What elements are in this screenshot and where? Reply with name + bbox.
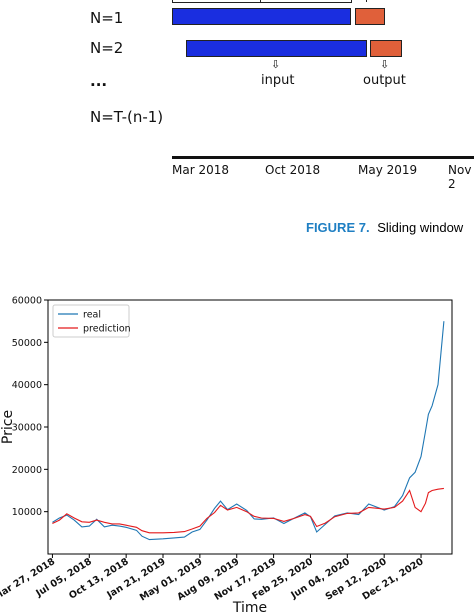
row1-output-bar [355, 8, 385, 25]
y-tick-label: 60000 [12, 296, 42, 307]
timeline-tick-2: May 2019 [358, 163, 418, 177]
timeline-tick-3: Nov 2 [448, 163, 472, 191]
x-axis-label: Time [232, 600, 267, 614]
x-tick-label: May 01, 2019 [138, 556, 205, 603]
row-label-n1: N=1 [90, 9, 124, 27]
output-label: output [363, 73, 406, 88]
top-bracket [172, 0, 352, 3]
figure-caption: FIGURE 7. Sliding window [306, 220, 463, 235]
y-tick-label: 20000 [12, 465, 42, 476]
figure-caption-text: Sliding window [377, 220, 464, 235]
timeline-axis [172, 156, 474, 159]
y-tick-label: 30000 [12, 423, 42, 434]
row-label-n2: N=2 [90, 39, 124, 57]
x-tick-label: Nov 17, 2019 [213, 556, 279, 603]
legend-box [52, 304, 130, 338]
y-tick-label: 40000 [12, 380, 42, 391]
legend-label-real: real [83, 310, 101, 321]
output-arrow-icon: ⇩ [380, 58, 390, 71]
figure-number: FIGURE 7. [306, 220, 370, 235]
series-line-prediction [52, 487, 444, 534]
y-tick-label: 10000 [12, 507, 42, 518]
row-label-last: N=T-(n-1) [90, 108, 164, 126]
price-chart: 10000 20000 30000 40000 50000 60000 Mar 27, 20… [0, 296, 453, 614]
timeline-tick-0: Mar 2018 [172, 163, 229, 177]
y-tick-label: 50000 [12, 338, 42, 349]
series-line-real [52, 321, 445, 541]
row-label-ellipsis: ... [90, 72, 108, 90]
x-tick-label: Aug 09, 2019 [175, 556, 241, 603]
legend-label-prediction: prediction [83, 324, 131, 335]
plot-frame [47, 299, 453, 555]
row1-input-bar [172, 8, 351, 25]
top-output-bracket [366, 0, 367, 2]
top-bracket-divider [260, 0, 261, 2]
y-axis-label: Price [0, 410, 16, 444]
input-label: input [261, 73, 295, 88]
x-tick-label: Mar 27, 2018 [0, 556, 57, 603]
row2-input-bar [186, 40, 367, 57]
timeline-tick-1: Oct 2018 [265, 163, 321, 177]
row2-output-bar [370, 40, 402, 57]
input-arrow-icon: ⇩ [271, 58, 281, 71]
